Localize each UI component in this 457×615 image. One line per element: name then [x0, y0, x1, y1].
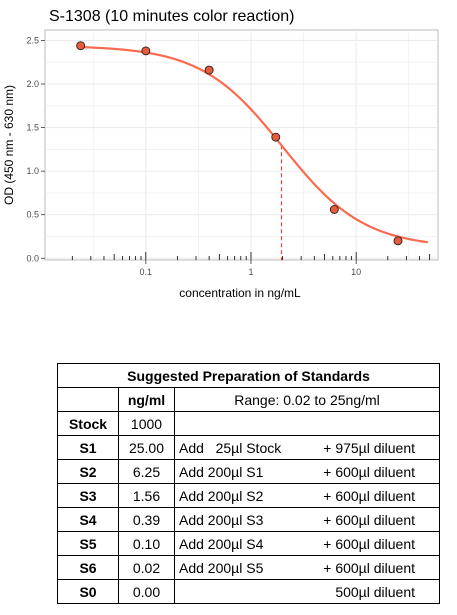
preparation-instruction: 500µl diluent [174, 579, 440, 604]
data-point [204, 65, 214, 75]
standard-concentration: 1000 [118, 411, 175, 436]
table-header-row: ng/ml Range: 0.02 to 25ng/ml [57, 387, 440, 412]
unit-header: ng/ml [118, 387, 175, 412]
header-blank-cell [57, 387, 119, 412]
x-axis-ticks: 0.1 1 10 [71, 252, 431, 277]
y-tick-label: 1.5 [26, 123, 39, 133]
add-instruction: Add 200µl S4 [179, 535, 264, 552]
data-point [329, 205, 339, 214]
y-tick-label: 2.0 [26, 79, 39, 89]
preparation-instruction: Add 200µl S1 + 600µl diluent [174, 459, 440, 484]
x-axis-label: concentration in ng/mL [179, 286, 301, 300]
data-point [141, 46, 151, 56]
diluent-instruction: + 600µl diluent [323, 463, 415, 480]
add-instruction: Add 200µl S3 [179, 511, 264, 528]
preparation-instruction: Add 200µl S5 + 600µl diluent [174, 555, 440, 580]
standard-concentration: 25.00 [118, 435, 175, 460]
add-instruction: Add 200µl S1 [179, 463, 264, 480]
standard-concentration: 1.56 [118, 483, 175, 508]
standard-concentration: 0.39 [118, 507, 175, 532]
standard-label: S3 [57, 483, 119, 508]
diluent-instruction: + 600µl diluent [323, 559, 415, 576]
table-row: S1 25.00 Add 25µl Stock + 975µl diluent [57, 435, 440, 460]
table-row: Stock 1000 [57, 411, 440, 436]
preparation-instruction: Add 200µl S2 + 600µl diluent [174, 483, 440, 508]
add-instruction: Add 25µl Stock [179, 439, 282, 456]
diluent-instruction: + 600µl diluent [323, 535, 415, 552]
preparation-instruction: Add 200µl S3 + 600µl diluent [174, 507, 440, 532]
standard-label: S2 [57, 459, 119, 484]
standard-concentration: 0.02 [118, 555, 175, 580]
x-tick-label: 0.1 [140, 267, 153, 277]
x-tick-label: 1 [248, 267, 253, 277]
y-tick-label: 0.5 [26, 210, 39, 220]
standard-concentration: 0.00 [118, 579, 175, 604]
y-tick-label: 0.0 [26, 253, 39, 263]
standard-concentration: 6.25 [118, 459, 175, 484]
standard-curve-chart: S-1308 (10 minutes color reaction) 0.1 1 1… [2, 8, 439, 300]
table-caption-row: Suggested Preparation of Standards [57, 363, 440, 388]
y-tick-label: 2.5 [26, 35, 39, 45]
standard-label: S0 [57, 579, 119, 604]
diluent-instruction: 500µl diluent [335, 583, 415, 600]
standard-label: S4 [57, 507, 119, 532]
table-row: S2 6.25 Add 200µl S1 + 600µl diluent [57, 459, 440, 484]
standard-label: S6 [57, 555, 119, 580]
gridlines [45, 30, 438, 260]
table-row: S3 1.56 Add 200µl S2 + 600µl diluent [57, 483, 440, 508]
data-point [271, 132, 281, 142]
data-point [393, 236, 403, 246]
standard-label: S5 [57, 531, 119, 556]
y-axis-ticks: 0.0 0.5 1.0 1.5 2.0 2.5 [26, 35, 45, 263]
table-row: S5 0.10 Add 200µl S4 + 600µl diluent [57, 531, 440, 556]
y-tick-label: 1.0 [26, 166, 39, 176]
standards-table: Suggested Preparation of Standards ng/ml… [57, 363, 440, 604]
range-header: Range: 0.02 to 25ng/ml [174, 387, 440, 412]
table-row: S0 0.00 500µl diluent [57, 579, 440, 604]
standards-rows: Stock 1000 S1 25.00 Add 25µl Stock + 975µl di… [57, 411, 440, 604]
diluent-instruction: + 975µl diluent [323, 439, 415, 456]
diluent-instruction: + 600µl diluent [323, 511, 415, 528]
standard-label: S1 [57, 435, 119, 460]
standard-label: Stock [57, 411, 119, 436]
plot-panel [44, 29, 439, 261]
data-points-layer [76, 41, 403, 246]
preparation-instruction [174, 411, 440, 436]
add-instruction: Add 200µl S5 [179, 559, 264, 576]
preparation-instruction: Add 25µl Stock + 975µl diluent [174, 435, 440, 460]
fit-curve [80, 46, 428, 244]
x-tick-label: 10 [351, 267, 361, 277]
add-instruction: Add 200µl S2 [179, 487, 264, 504]
preparation-instruction: Add 200µl S4 + 600µl diluent [174, 531, 440, 556]
y-axis-label: OD (450 nm - 630 nm) [2, 85, 16, 205]
diluent-instruction: + 600µl diluent [323, 487, 415, 504]
fit-curve-layer [80, 46, 428, 244]
standard-concentration: 0.10 [118, 531, 175, 556]
data-point [76, 41, 86, 51]
table-caption: Suggested Preparation of Standards [57, 363, 440, 388]
chart-title: S-1308 (10 minutes color reaction) [49, 8, 294, 25]
table-row: S4 0.39 Add 200µl S3 + 600µl diluent [57, 507, 440, 532]
table-row: S6 0.02 Add 200µl S5 + 600µl diluent [57, 555, 440, 580]
